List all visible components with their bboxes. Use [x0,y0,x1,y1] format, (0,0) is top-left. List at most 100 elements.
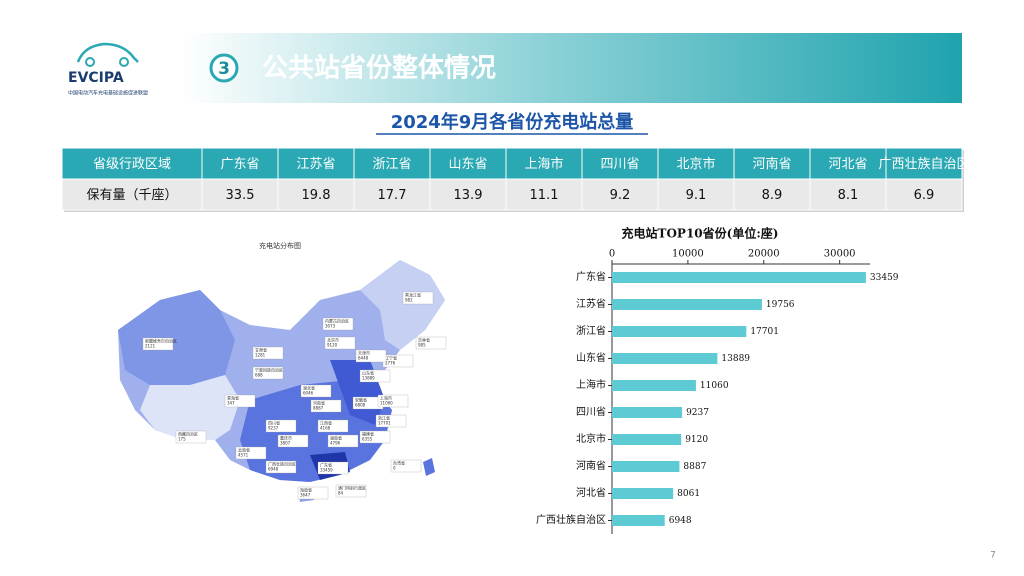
cell [885,178,963,211]
y-tick-label: 广东省 [576,270,606,283]
map-label-box [235,446,267,460]
bar [612,326,747,337]
map-label-value: 17701 [378,421,391,426]
map-label-box [377,394,409,408]
map-label-name: 台湾省 [393,460,405,466]
y-tick-label: 河南省 [576,459,606,472]
map-label-box [375,414,407,428]
map-label-name: 浙江省 [378,415,390,421]
map-label-box [175,430,207,444]
logo-caption: 中国电动汽车充电基础设施促进联盟 [68,90,148,97]
cell-text: 11.1 [530,188,559,203]
map-label-value: 6808 [355,403,366,408]
logo-text: EVCIPA [68,70,124,86]
map-label-name: 甘肃省 [255,347,267,353]
table: 省级行政区域 广东省 江苏省 浙江省 山东省 上海市 四川省 北京市 河南省 河北省 广西壮族自治区… [61,147,970,212]
cell-text: 33.5 [226,188,255,203]
map-label-name: 天津市 [358,350,370,356]
map-label-name: 云南省 [238,447,250,453]
cell-text: 6.9 [914,188,935,203]
map-label-box [415,336,447,350]
bar [612,434,682,445]
map-title: 充电站分布图 [259,241,301,250]
map-label-value: 3807 [280,441,291,446]
header-text: 省级行政区域 [93,157,171,172]
cell [505,178,583,211]
map-label-box [327,434,359,448]
map-label-box [265,460,297,474]
subtitle: 2024年9月各省份充电站总量 [391,111,634,133]
cell [61,178,203,211]
header-text: 广东省 [220,157,259,172]
value-label: 13889 [721,354,750,364]
map-label-name: 辽宁省 [385,355,397,361]
map-label-value: 6448 [358,356,369,361]
cell-text: 17.7 [378,188,407,203]
map-label-box [310,399,342,413]
map-label-box [265,419,297,433]
x-tick-label: 20000 [748,249,780,260]
cell [733,178,811,211]
map-label-value: 4168 [320,426,331,431]
map-label-value: 3647 [300,493,311,498]
map-label-box [317,461,349,475]
map-label-value: 6046 [303,391,314,396]
y-tick-label: 山东省 [576,351,606,364]
header-text: 山东省 [448,157,487,172]
header-text: 江苏省 [296,156,335,172]
cell-text: 13.9 [454,188,483,203]
map-label-name: 海南省 [300,487,312,493]
cell-text: 9.1 [686,188,707,203]
map-label-box [359,430,391,444]
map-label-name: 北京市 [327,337,339,343]
x-tick-label: 30000 [824,249,856,260]
header-cell [733,147,811,180]
map-region [360,260,445,350]
map-label-name: 西藏自治区 [178,431,198,437]
y-tick-label: 江苏省 [576,297,606,310]
map-label-name: 内蒙古自治区 [325,318,349,324]
map-label-name: 湖南省 [330,435,342,441]
map-label-value: 4796 [330,441,341,446]
map-label-value: 8887 [313,406,324,411]
map-label-name: 重庆市 [280,435,292,441]
cell [429,178,507,211]
map-label-name: 上海市 [380,395,392,401]
header-cell [581,147,659,180]
cell [277,178,355,211]
map-label-value: 2776 [385,361,396,366]
bar-chart: 充电站TOP10省份(单位:座) 0 10000 20000 30000 广东省 3345… [536,226,899,534]
map-label-value: 985 [418,343,426,348]
map-label-name: 湖北省 [303,385,315,391]
header-text: 浙江省 [372,157,411,172]
map-label-value: 84 [338,491,344,496]
map-label-box [252,366,284,380]
header-text: 广西壮族自治区 [878,156,969,172]
cell [353,178,431,211]
map-region [140,375,240,440]
cell-text: 9.2 [610,188,631,203]
map-region [118,290,235,385]
map-label-name: 宁夏回族自治区 [255,367,283,373]
map-label-value: 0 [393,466,396,471]
bar [612,299,762,310]
map-label-box [277,434,309,448]
logo: EVCIPA 中国电动汽车充电基础设施促进联盟 [68,42,148,97]
header-text: 四川省 [600,157,639,172]
map-label-value: 4571 [238,453,249,458]
map-label-value: 175 [178,437,186,442]
map-label-value: 3073 [325,324,336,329]
map-label-name: 青海省 [227,395,239,401]
map-label-name: 江西省 [320,420,332,426]
cell [201,178,279,211]
section-title: 公共站省份整体情况 [262,53,496,84]
cell-text: 19.8 [302,188,331,203]
cell [581,178,659,211]
page-number: 7 [990,551,996,561]
header-text: 河南省 [752,156,791,172]
cell [657,178,735,211]
map-label-box [297,486,329,500]
map-label-value: 11060 [380,401,393,406]
